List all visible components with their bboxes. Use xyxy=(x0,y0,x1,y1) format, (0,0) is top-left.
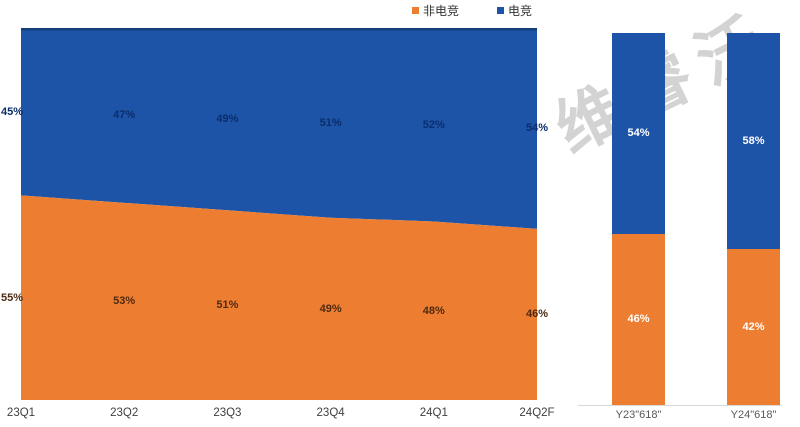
data-label-non-esports: 48% xyxy=(422,304,445,317)
legend-label-non-esports: 非电竞 xyxy=(423,4,460,18)
data-label-esports: 51% xyxy=(319,116,342,129)
data-label-non-esports: 49% xyxy=(319,302,342,315)
data-label-esports: 54% xyxy=(525,122,549,135)
data-label-esports: 45% xyxy=(0,105,24,118)
data-label-non-esports: 55% xyxy=(0,291,24,304)
area-series-non-esports xyxy=(21,195,537,400)
legend-item-esports: 电竞 xyxy=(497,2,532,19)
legend-swatch-esports xyxy=(497,7,505,14)
x-axis-label: 24Q2F xyxy=(519,407,555,419)
data-label-esports: 52% xyxy=(422,118,445,131)
data-label-non-esports: 46% xyxy=(525,308,549,321)
data-label-non-esports: 53% xyxy=(113,295,136,308)
data-label-esports: 47% xyxy=(113,109,136,122)
x-axis-label: 23Q1 xyxy=(6,407,36,419)
bar-segment-esports: 58% xyxy=(727,33,780,249)
area-series-esports xyxy=(21,28,537,229)
x-axis-label: 24Q1 xyxy=(419,407,448,419)
legend-item-non-esports: 非电竞 xyxy=(412,2,459,19)
area-x-axis: 23Q1 23Q2 23Q3 23Q4 24Q1 24Q2F xyxy=(7,406,555,422)
x-axis-label: 23Q3 xyxy=(213,407,242,419)
stacked-area-plot: 45% 55% 47% 53% 49% 51% 51% 49% 52% 48% 54% 46% xyxy=(1,28,548,400)
stacked-bar: 54% 46% xyxy=(612,33,665,405)
bar-segment-non-esports: 42% xyxy=(727,248,780,405)
bar-segment-non-esports: 46% xyxy=(612,233,665,405)
area-data-labels: 45% 55% 47% 53% 49% 51% 51% 49% 52% 48% 54% 46% xyxy=(1,28,548,400)
bars-x-axis-line xyxy=(578,405,782,406)
legend-swatch-non-esports xyxy=(412,7,419,14)
data-label-non-esports: 51% xyxy=(216,299,239,312)
stacked-bar: 58% 42% xyxy=(727,33,780,405)
x-axis-label: 23Q2 xyxy=(110,407,139,419)
data-label-esports: 49% xyxy=(216,113,239,126)
bar-category-label: Y23"618" xyxy=(615,409,662,421)
x-axis-label: 23Q4 xyxy=(316,407,345,419)
chart-legend: 非电竞 电竞 xyxy=(412,2,532,19)
stacked-area-svg xyxy=(21,28,537,400)
bar-segment-esports: 54% xyxy=(612,33,665,234)
bar-category-label: Y24"618" xyxy=(730,409,777,421)
legend-label-esports: 电竞 xyxy=(508,4,533,18)
